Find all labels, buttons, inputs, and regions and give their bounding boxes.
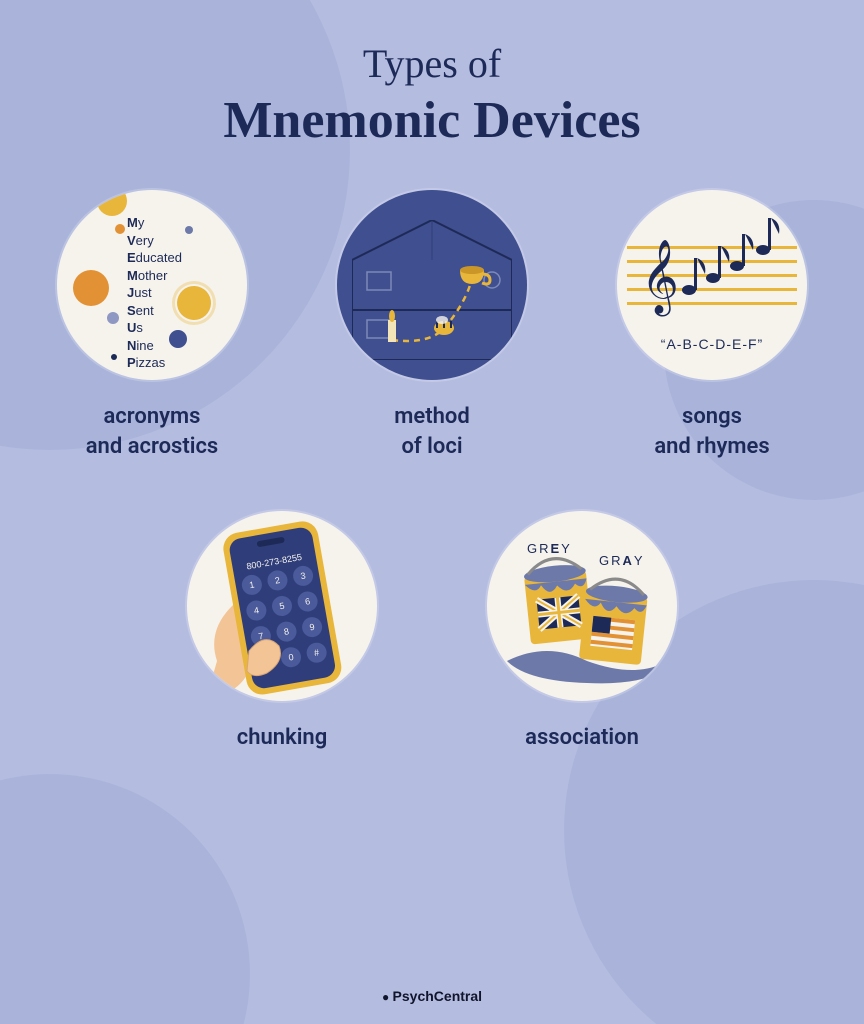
item-chunking: 800-273-8255 123456789*0# chunking — [172, 511, 392, 753]
planet-icon — [111, 354, 117, 360]
association-illustration: GREY GRAY — [487, 511, 677, 701]
attribution-text: PsychCentral — [0, 988, 864, 1004]
item-label: songs and rhymes — [654, 402, 769, 461]
house-icon — [352, 220, 512, 360]
chunking-illustration: 800-273-8255 123456789*0# — [187, 511, 377, 701]
item-label: association — [525, 723, 639, 753]
assoc-word-left: GREY — [527, 541, 572, 556]
item-acronyms: MyVeryEducatedMotherJustSentUsNinePizzas… — [42, 190, 262, 461]
svg-text:𝄞: 𝄞 — [641, 241, 679, 317]
assoc-word-right: GRAY — [599, 553, 645, 568]
item-songs: 𝄞 “A-B-C-D-E-F” songs and rhymes — [602, 190, 822, 461]
planet-icon — [73, 270, 109, 306]
item-method-of-loci: method of loci — [322, 190, 542, 461]
item-label: chunking — [237, 723, 327, 753]
phone-in-hand-icon: 800-273-8255 123456789*0# — [187, 511, 377, 701]
music-caption: “A-B-C-D-E-F” — [617, 336, 807, 352]
title-line2: Mnemonic Devices — [0, 91, 864, 150]
planet-icon — [97, 190, 127, 216]
songs-illustration: 𝄞 “A-B-C-D-E-F” — [617, 190, 807, 380]
planet-icon — [115, 224, 125, 234]
item-label: method of loci — [394, 402, 469, 461]
grid-top-row: MyVeryEducatedMotherJustSentUsNinePizzas… — [0, 190, 864, 461]
item-label: acronyms and acrostics — [86, 402, 219, 461]
acrostic-text: MyVeryEducatedMotherJustSentUsNinePizzas — [127, 214, 182, 372]
grid-bottom-row: 800-273-8255 123456789*0# chunking GREY … — [0, 511, 864, 753]
planet-icon — [107, 312, 119, 324]
paint-cans-icon — [487, 511, 677, 701]
acronyms-illustration: MyVeryEducatedMotherJustSentUsNinePizzas — [57, 190, 247, 380]
bg-swirl — [0, 774, 250, 1024]
item-association: GREY GRAY — [472, 511, 692, 753]
title-line1: Types of — [0, 40, 864, 87]
infographic-canvas: Types of Mnemonic Devices MyVeryEducated… — [0, 0, 864, 1024]
loci-illustration — [337, 190, 527, 380]
title-block: Types of Mnemonic Devices — [0, 0, 864, 150]
planet-icon — [185, 226, 193, 234]
